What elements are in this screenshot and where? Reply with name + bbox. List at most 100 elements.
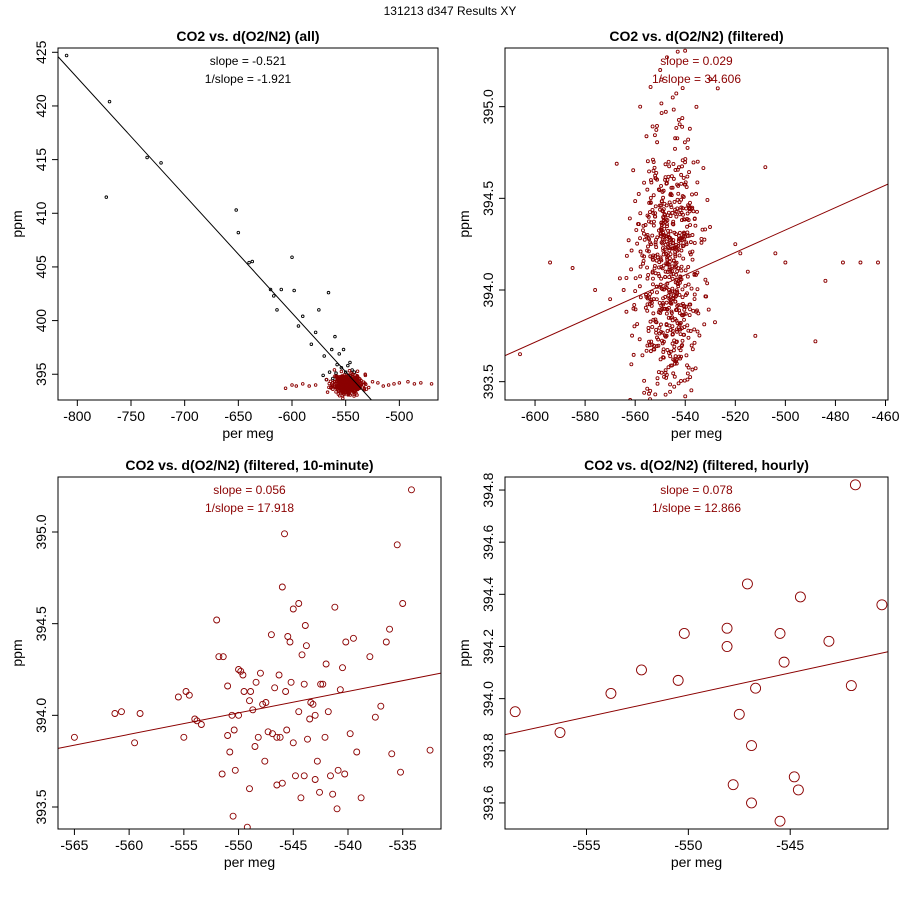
data-point xyxy=(332,382,337,386)
data-point xyxy=(674,214,679,219)
data-point xyxy=(653,319,658,324)
data-point xyxy=(640,353,645,358)
data-point xyxy=(660,330,665,335)
data-point xyxy=(631,352,636,357)
data-point xyxy=(668,382,673,387)
data-point xyxy=(638,249,643,254)
data-point xyxy=(674,125,679,130)
data-point xyxy=(706,307,711,312)
data-point xyxy=(636,222,640,226)
data-point xyxy=(351,390,356,394)
data-point xyxy=(664,333,669,338)
data-point xyxy=(677,346,682,351)
data-point xyxy=(642,231,646,236)
data-point xyxy=(648,254,653,259)
data-point xyxy=(689,388,694,393)
data-point xyxy=(680,301,685,306)
data-point xyxy=(254,733,262,741)
data-point xyxy=(647,339,651,344)
data-point xyxy=(665,270,670,274)
data-point xyxy=(660,287,665,292)
data-point xyxy=(292,772,299,780)
data-point xyxy=(272,294,276,298)
x-tick-label: -535 xyxy=(389,837,417,853)
data-point xyxy=(691,209,696,214)
data-point xyxy=(593,288,598,292)
data-point xyxy=(300,680,308,688)
data-point xyxy=(309,342,314,346)
y-tick-label: 395.0 xyxy=(33,514,49,549)
data-point xyxy=(660,232,665,237)
data-point xyxy=(518,352,522,357)
data-point xyxy=(662,333,667,338)
data-point xyxy=(349,371,354,376)
data-point xyxy=(693,223,698,228)
data-point xyxy=(654,127,659,132)
data-point xyxy=(679,379,683,383)
data-point xyxy=(645,308,650,313)
data-point xyxy=(295,600,303,607)
data-point xyxy=(669,272,674,277)
data-point xyxy=(324,708,332,716)
data-point xyxy=(659,276,664,281)
data-point xyxy=(675,307,679,312)
data-point xyxy=(321,733,329,741)
data-point xyxy=(686,282,691,287)
data-point xyxy=(306,715,314,723)
data-point xyxy=(651,193,656,198)
data-point xyxy=(651,311,656,316)
data-point xyxy=(688,200,692,205)
data-point xyxy=(355,393,359,397)
data-point xyxy=(307,384,311,388)
data-point xyxy=(680,338,685,343)
data-point xyxy=(321,373,325,378)
data-point xyxy=(681,234,686,239)
data-point xyxy=(219,653,227,661)
data-point xyxy=(677,122,682,127)
data-point xyxy=(690,249,695,254)
data-point xyxy=(653,240,658,245)
data-point xyxy=(750,682,762,694)
data-point xyxy=(692,272,697,276)
data-point xyxy=(630,333,635,338)
data-point xyxy=(259,700,267,708)
y-axis-label: ppm xyxy=(9,639,25,666)
data-point xyxy=(681,194,686,199)
data-point xyxy=(677,200,682,205)
data-point xyxy=(661,437,664,440)
data-point xyxy=(665,257,670,262)
data-point xyxy=(661,215,666,219)
data-point xyxy=(671,371,676,376)
data-point xyxy=(682,317,686,322)
y-axis-label: ppm xyxy=(9,210,25,237)
data-point xyxy=(346,378,350,382)
data-point xyxy=(334,766,342,774)
data-point xyxy=(638,295,643,300)
data-point xyxy=(644,134,649,139)
data-point xyxy=(683,394,688,399)
data-point xyxy=(661,414,664,417)
data-point xyxy=(676,247,681,252)
data-point xyxy=(657,325,662,330)
data-point xyxy=(666,365,671,370)
data-point xyxy=(721,641,733,652)
data-point xyxy=(273,733,281,741)
data-point xyxy=(313,383,318,387)
data-point xyxy=(685,216,690,221)
y-tick-label: 394.2 xyxy=(480,629,496,664)
data-point xyxy=(660,209,665,214)
data-point xyxy=(665,261,670,266)
data-point xyxy=(682,140,687,145)
x-tick-label: -650 xyxy=(224,408,252,424)
data-point xyxy=(692,327,697,332)
plot-title: CO2 vs. d(O2/N2) (filtered) xyxy=(609,28,783,44)
data-point xyxy=(617,276,622,281)
data-point xyxy=(654,245,659,250)
data-point xyxy=(671,107,676,112)
data-point xyxy=(247,688,255,695)
data-point xyxy=(721,622,733,634)
data-point xyxy=(353,373,358,377)
data-point xyxy=(689,343,694,348)
data-point xyxy=(237,667,245,675)
y-tick-label: 393.5 xyxy=(33,789,49,824)
